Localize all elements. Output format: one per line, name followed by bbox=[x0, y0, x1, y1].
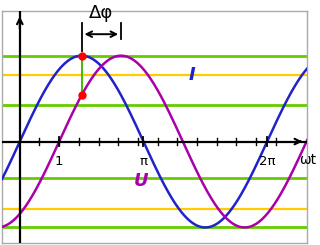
Text: Δφ: Δφ bbox=[89, 4, 114, 22]
Text: π: π bbox=[140, 155, 148, 168]
Text: U: U bbox=[134, 172, 148, 190]
Text: I: I bbox=[189, 66, 196, 84]
Text: 1: 1 bbox=[55, 155, 63, 168]
Text: 2π: 2π bbox=[259, 155, 276, 168]
Text: ωt: ωt bbox=[299, 153, 316, 167]
